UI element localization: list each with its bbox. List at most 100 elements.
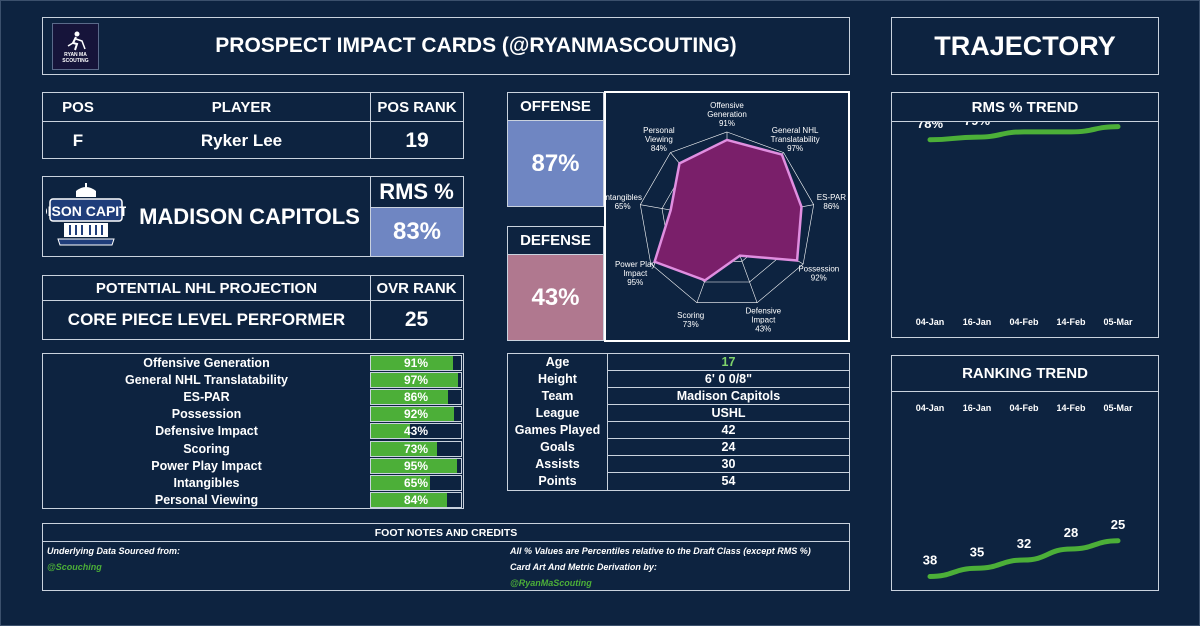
trend-data-label: 81% — [1058, 122, 1084, 123]
radar-axis-label: Scoring 73% — [677, 311, 704, 329]
metric-label: Defensive Impact — [155, 424, 258, 439]
rms-value: 83% — [371, 208, 463, 256]
metric-label: Intangibles — [173, 475, 240, 490]
trend-category-label: 04-Feb — [1009, 317, 1039, 327]
radar-chart: Offensive Generation 91% General NHL Transla… — [603, 101, 846, 334]
trajectory-box: TRAJECTORY — [891, 17, 1159, 75]
team-logo-text: MADISON CAPITOLS — [46, 203, 126, 219]
projection-header: POTENTIAL NHL PROJECTION — [95, 279, 318, 297]
trend-category-label: 16-Jan — [963, 317, 992, 327]
player-header: PLAYER — [211, 98, 272, 116]
bio-label: Games Played — [514, 423, 601, 437]
projection-value: CORE PIECE LEVEL PERFORMER — [67, 310, 346, 329]
defense-label: DEFENSE — [520, 232, 591, 249]
metric-label: Personal Viewing — [154, 492, 259, 507]
metric-label: General NHL Translatability — [124, 373, 289, 388]
metric-bar-track: 84% — [370, 491, 462, 508]
bio-row: Goals 24 — [508, 439, 849, 456]
radar-axis-label: Power Play Impact 95% — [615, 260, 655, 287]
metric-bar — [371, 356, 453, 370]
trend-line — [927, 124, 1121, 143]
trend-category-label: 04-Jan — [916, 403, 945, 413]
player-table: POS PLAYER POS RANK F Ryker Lee 19 — [42, 92, 464, 159]
radar-axis-label: ES-PAR 86% — [817, 193, 846, 211]
trend-category-label: 05-Mar — [1103, 317, 1133, 327]
trajectory-title: TRAJECTORY — [934, 30, 1116, 61]
trend-category-label: 04-Feb — [1009, 403, 1039, 413]
bio-value: 6' 0 0/8" — [607, 371, 849, 388]
bio-row: Assists 30 — [508, 456, 849, 473]
art-handle[interactable]: @RyanMaScouting — [510, 578, 592, 588]
radar-chart-box: Offensive Generation 91% General NHL Transla… — [603, 91, 850, 342]
page-title: PROSPECT IMPACT CARDS (@RYANMASCOUTING) — [215, 34, 737, 57]
bio-value: USHL — [607, 405, 849, 422]
offense-label: OFFENSE — [520, 98, 591, 115]
trend-category-label: 05-Mar — [1103, 403, 1133, 413]
percentile-note: All % Values are Percentiles relative to… — [510, 546, 811, 556]
metric-row: Offensive Generation 91% — [43, 355, 463, 372]
metric-value: 92% — [403, 407, 429, 422]
bio-row: Height 6' 0 0/8" — [508, 371, 849, 388]
player-name: Ryker Lee — [200, 130, 283, 150]
metric-value: 86% — [403, 390, 429, 405]
metric-value: 84% — [403, 492, 429, 507]
metric-label: Scoring — [183, 441, 230, 456]
bio-table: Age 17 Height 6' 0 0/8" Team Madison Capitols… — [507, 353, 850, 491]
radar-axis-label: Possession 92% — [798, 265, 839, 283]
bio-label: Goals — [540, 440, 575, 454]
art-label: Card Art And Metric Derivation by: — [510, 562, 657, 572]
metric-bar-track: 91% — [370, 355, 462, 371]
metric-bar — [371, 492, 447, 507]
pos-rank-value: 19 — [405, 128, 429, 152]
trend-data-label: 81% — [1011, 122, 1037, 123]
ranking-trend-chart: 38 35 32 28 25 04-Jan 16-Jan 04-Feb 14-Feb 05-Mar — [916, 403, 1133, 579]
hockey-player-icon — [67, 31, 86, 50]
trend-category-label: 14-Feb — [1056, 317, 1086, 327]
metric-label: Offensive Generation — [143, 356, 270, 370]
source-handle[interactable]: @Scouching — [47, 562, 102, 572]
offense-value: 87% — [508, 121, 603, 206]
metric-bar-track: 86% — [370, 389, 462, 406]
metric-bar-track: 43% — [370, 423, 462, 440]
trend-category-label: 16-Jan — [963, 403, 992, 413]
bio-row: Team Madison Capitols — [508, 388, 849, 405]
team-logo: MADISON CAPITOLS — [16, 183, 156, 251]
trend-category-label: 14-Feb — [1056, 403, 1086, 413]
metric-label: Power Play Impact — [151, 458, 262, 473]
rms-trend-box: RMS % TREND 78%79%81%81%83%04-Jan16-Jan0… — [891, 92, 1159, 338]
metric-bar-track: 95% — [370, 457, 462, 474]
source-label: Underlying Data Sourced from: — [47, 546, 181, 556]
bio-row: Points 54 — [508, 473, 849, 490]
title-box: RYAN MA SCOUTING PROSPECT IMPACT CARDS (… — [42, 17, 850, 75]
radar-axis-label: Intangibles 65% — [606, 193, 642, 211]
metric-label: Possession — [171, 407, 242, 422]
radar-axis-label: Personal Viewing 84% — [643, 126, 675, 153]
radar-grid — [639, 131, 815, 303]
metric-bar-track: 65% — [370, 474, 462, 491]
bio-label: Points — [538, 474, 577, 488]
metric-bar — [371, 407, 454, 422]
metric-row: Possession 92% — [43, 406, 463, 423]
metric-bar — [371, 390, 449, 405]
radar-axis-label: Offensive Generation 91% — [707, 101, 747, 128]
ovr-rank-header: OVR RANK — [376, 279, 457, 297]
footer-title: FOOT NOTES AND CREDITS — [374, 526, 518, 539]
radar-area — [653, 138, 803, 282]
metric-label: ES-PAR — [183, 390, 230, 405]
ranking-trend-title: RANKING TREND — [962, 365, 1088, 382]
metric-value: 43% — [403, 424, 429, 439]
trend-line — [927, 538, 1121, 579]
bio-row: Age 17 — [508, 354, 849, 371]
metric-row: Power Play Impact 95% — [43, 457, 463, 475]
rms-header: RMS % — [379, 179, 454, 204]
metric-row: Defensive Impact 43% — [43, 423, 463, 440]
defense-value: 43% — [508, 255, 603, 340]
metric-row: Personal Viewing 84% — [43, 491, 463, 509]
metric-bar — [371, 373, 459, 388]
bio-row: Games Played 42 — [508, 422, 849, 439]
trend-data-label: 78% — [917, 122, 943, 131]
radar-axis-label: Defensive Impact 43% — [746, 307, 782, 334]
bio-label: Assists — [535, 457, 580, 471]
ovr-rank-value: 25 — [404, 308, 429, 331]
metric-row: Intangibles 65% — [43, 474, 463, 492]
